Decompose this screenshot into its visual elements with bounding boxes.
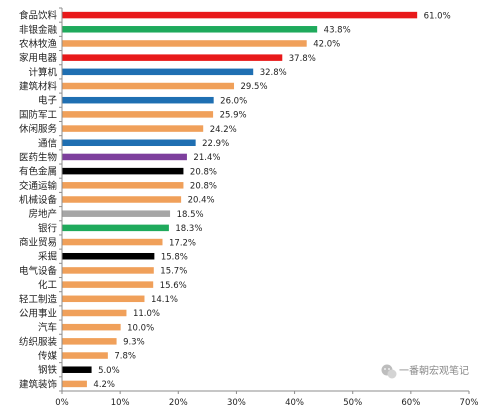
data-label: 18.5% [177, 210, 204, 220]
x-tick-labels: 0% 10% 20% 30% 40% 50% 60% 70% [55, 398, 478, 408]
data-label: 11.0% [133, 309, 160, 319]
chart-bars [62, 11, 418, 388]
bar [62, 26, 318, 33]
x-tick-label: 50% [343, 398, 362, 408]
data-label: 37.8% [289, 54, 316, 64]
bar [62, 338, 117, 345]
bar [62, 380, 87, 388]
data-label: 15.6% [160, 281, 187, 291]
data-label: 17.2% [169, 238, 196, 248]
bar [62, 323, 121, 331]
category-label: 医药生物 [19, 151, 58, 163]
bar [62, 68, 254, 76]
data-label: 20.8% [190, 182, 217, 192]
category-label: 化工 [38, 279, 58, 291]
watermark-text: 一番朝宏观笔记 [399, 364, 469, 377]
data-label: 15.7% [160, 267, 187, 277]
category-label: 电气设备 [19, 265, 58, 277]
data-label: 21.4% [193, 153, 220, 163]
bar [62, 238, 163, 246]
x-tick-label: 30% [227, 398, 246, 408]
x-tick-label: 70% [460, 398, 479, 408]
data-label: 15.8% [161, 252, 188, 262]
data-label: 4.2% [93, 380, 115, 390]
category-label: 机械设备 [19, 194, 58, 206]
data-label: 7.8% [114, 352, 136, 362]
category-label: 农林牧渔 [19, 38, 58, 50]
wechat-icon [381, 364, 397, 379]
bar [62, 352, 108, 359]
category-label: 纺织服装 [19, 336, 58, 348]
data-label: 9.3% [123, 338, 145, 348]
data-label: 61.0% [424, 11, 451, 21]
data-label: 29.5% [241, 82, 268, 92]
bar [62, 139, 196, 147]
x-tick-label: 20% [169, 398, 188, 408]
category-label: 商业贸易 [19, 237, 57, 249]
category-label: 采掘 [38, 251, 57, 263]
category-labels: 食品饮料非银金融农林牧渔家用电器计算机建筑材料电子国防军工休闲服务通信医药生物有… [19, 10, 58, 391]
bar [62, 167, 184, 175]
category-label: 建筑装饰 [19, 378, 57, 390]
bar [62, 224, 169, 232]
category-label: 银行 [38, 222, 58, 234]
bar [62, 309, 127, 317]
bar [62, 210, 171, 217]
data-label: 22.9% [202, 139, 229, 149]
data-label: 5.0% [98, 366, 120, 376]
category-label: 计算机 [28, 66, 57, 78]
category-label: 建筑材料 [19, 81, 58, 93]
chart-axes [59, 7, 470, 394]
bar [62, 295, 145, 303]
bar [62, 196, 182, 203]
bar [62, 125, 204, 132]
bar [62, 11, 418, 19]
bar [62, 252, 155, 260]
bar [62, 182, 184, 189]
category-label: 家用电器 [19, 52, 58, 64]
category-label: 国防军工 [19, 109, 58, 121]
bar [62, 153, 187, 161]
bar [62, 281, 154, 288]
value-labels: 61.0% 43.8% 42.0% 37.8%32.8% 29.5% 26.0% 25.9%… [93, 11, 450, 390]
category-label: 食品饮料 [19, 10, 58, 22]
x-tick-label: 60% [401, 398, 420, 408]
category-label: 公用事业 [19, 307, 57, 319]
data-label: 43.8% [324, 25, 351, 35]
category-label: 非银金融 [19, 24, 58, 36]
x-tick-label: 40% [285, 398, 304, 408]
category-label: 房地产 [28, 208, 57, 220]
bar [62, 267, 154, 274]
bar [62, 54, 283, 61]
data-label: 20.8% [190, 167, 217, 177]
watermark: 一番朝宏观笔记 [381, 364, 469, 379]
category-label: 休闲服务 [19, 123, 58, 135]
bar [62, 82, 235, 90]
data-label: 24.2% [210, 125, 237, 135]
category-label: 电子 [38, 95, 58, 107]
bar [62, 366, 92, 373]
category-label: 传媒 [38, 350, 58, 362]
data-label: 25.9% [220, 111, 247, 121]
data-label: 20.4% [188, 196, 215, 206]
x-tick-label: 10% [111, 398, 130, 408]
bar [62, 111, 214, 118]
data-label: 26.0% [220, 96, 247, 106]
bar [62, 96, 214, 104]
data-label: 32.8% [260, 68, 287, 78]
data-label: 14.1% [151, 295, 178, 305]
data-label: 18.3% [175, 224, 202, 234]
category-label: 钢铁 [38, 364, 58, 376]
category-label: 轻工制造 [19, 293, 58, 305]
bar [62, 40, 307, 47]
category-label: 汽车 [38, 322, 57, 334]
category-label: 有色金属 [19, 166, 57, 178]
data-label: 10.0% [127, 323, 154, 333]
category-label: 通信 [38, 137, 57, 149]
data-label: 42.0% [313, 40, 340, 50]
x-tick-label: 0% [55, 398, 69, 408]
category-label: 交通运输 [19, 180, 58, 192]
